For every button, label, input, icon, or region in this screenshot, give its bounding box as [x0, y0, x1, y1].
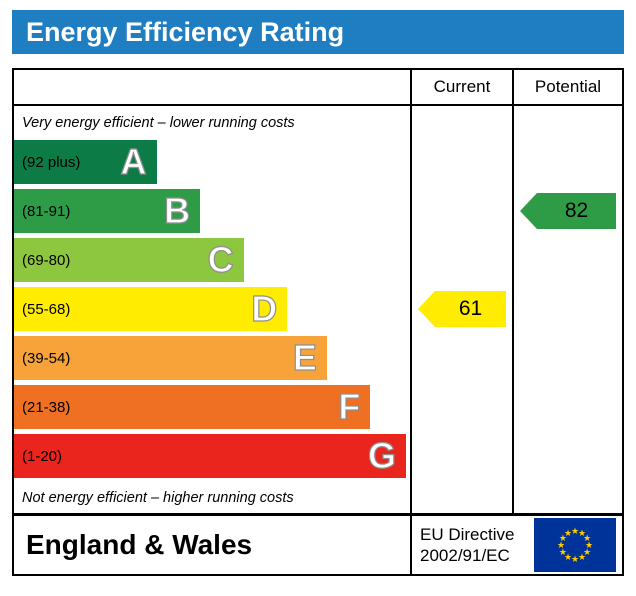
band-letter: D	[251, 288, 278, 329]
potential-column-header: Potential	[534, 77, 602, 96]
band-bar-g: (1-20) G	[14, 434, 407, 478]
potential-rating-value: 82	[537, 193, 616, 229]
current-rating-cell: 61	[412, 106, 514, 513]
eu-directive-line2: 2002/91/EC	[420, 546, 510, 565]
eu-directive-line1: EU Directive	[420, 524, 515, 544]
eu-directive-label: EU Directive 2002/91/EC	[420, 524, 514, 567]
svg-text:★: ★	[578, 552, 586, 562]
table-footer-row: England & Wales EU Directive 2002/91/EC …	[14, 516, 622, 574]
table-header-row: Current Potential	[14, 70, 622, 106]
svg-text:★: ★	[578, 528, 586, 538]
potential-rating-pointer: 82	[520, 193, 616, 229]
page-title: Energy Efficiency Rating	[12, 10, 624, 54]
band-bar-f: (21-38) F	[14, 385, 371, 429]
svg-text:★: ★	[583, 533, 591, 543]
band-letter: E	[292, 337, 317, 378]
band-range-label: (39-54)	[22, 349, 71, 367]
svg-text:★: ★	[559, 547, 567, 557]
svg-text:★: ★	[585, 540, 593, 550]
energy-rating-table: Current Potential Very energy efficient …	[12, 68, 624, 576]
potential-rating-cell: 82	[514, 106, 622, 513]
svg-text:★: ★	[564, 528, 572, 538]
svg-text:★: ★	[571, 554, 579, 564]
band-row: (92 plus) A	[14, 140, 410, 184]
epc-page: Energy Efficiency Rating Current Potenti…	[12, 10, 624, 576]
band-row: (69-80) C	[14, 238, 410, 282]
chart-header-spacer	[14, 70, 412, 104]
band-range-label: (21-38)	[22, 398, 71, 416]
band-row: (1-20) G	[14, 434, 410, 478]
arrow-left-icon	[418, 291, 435, 327]
band-range-label: (55-68)	[22, 300, 71, 318]
band-letter: C	[207, 239, 234, 280]
band-row: (55-68) D	[14, 287, 410, 331]
current-rating-pointer: 61	[418, 291, 506, 327]
band-bar-e: (39-54) E	[14, 336, 327, 380]
band-row: (39-54) E	[14, 336, 410, 380]
eu-flag-icon: ★★★★★★★★★★★★	[534, 518, 616, 572]
band-range-label: (81-91)	[22, 202, 71, 220]
band-bar-c: (69-80) C	[14, 238, 244, 282]
rating-bands-chart: Very energy efficient – lower running co…	[14, 106, 412, 513]
band-range-label: (1-20)	[22, 447, 63, 465]
directive-area: EU Directive 2002/91/EC ★ ★ ★ ★ ★ ★ ★ ★ ★ ★ ★ ★	[412, 516, 622, 574]
band-letter: B	[164, 190, 191, 231]
band-range-label: (92 plus)	[22, 153, 81, 171]
band-row: (81-91) B	[14, 189, 410, 233]
band-letter: F	[338, 386, 361, 427]
svg-text:★: ★	[557, 540, 565, 550]
svg-text:★: ★	[564, 552, 572, 562]
band-letter: G	[367, 435, 397, 476]
svg-text:★: ★	[583, 547, 591, 557]
svg-text:★: ★	[571, 526, 579, 536]
svg-text:★: ★	[559, 533, 567, 543]
band-range-label: (69-80)	[22, 251, 71, 269]
band-bar-d: (55-68) D	[14, 287, 288, 331]
current-column-header: Current	[412, 70, 514, 104]
band-letter: A	[120, 141, 147, 182]
current-rating-value: 61	[435, 291, 506, 327]
table-body-row: Very energy efficient – lower running co…	[14, 106, 622, 516]
band-bar-a: (92 plus) A	[14, 140, 157, 184]
band-bar-b: (81-91) B	[14, 189, 201, 233]
region-label: England & Wales	[14, 516, 412, 574]
arrow-left-icon	[520, 193, 537, 229]
band-row: (21-38) F	[14, 385, 410, 429]
bottom-note: Not energy efficient – higher running co…	[22, 490, 294, 506]
top-note: Very energy efficient – lower running co…	[22, 115, 295, 131]
